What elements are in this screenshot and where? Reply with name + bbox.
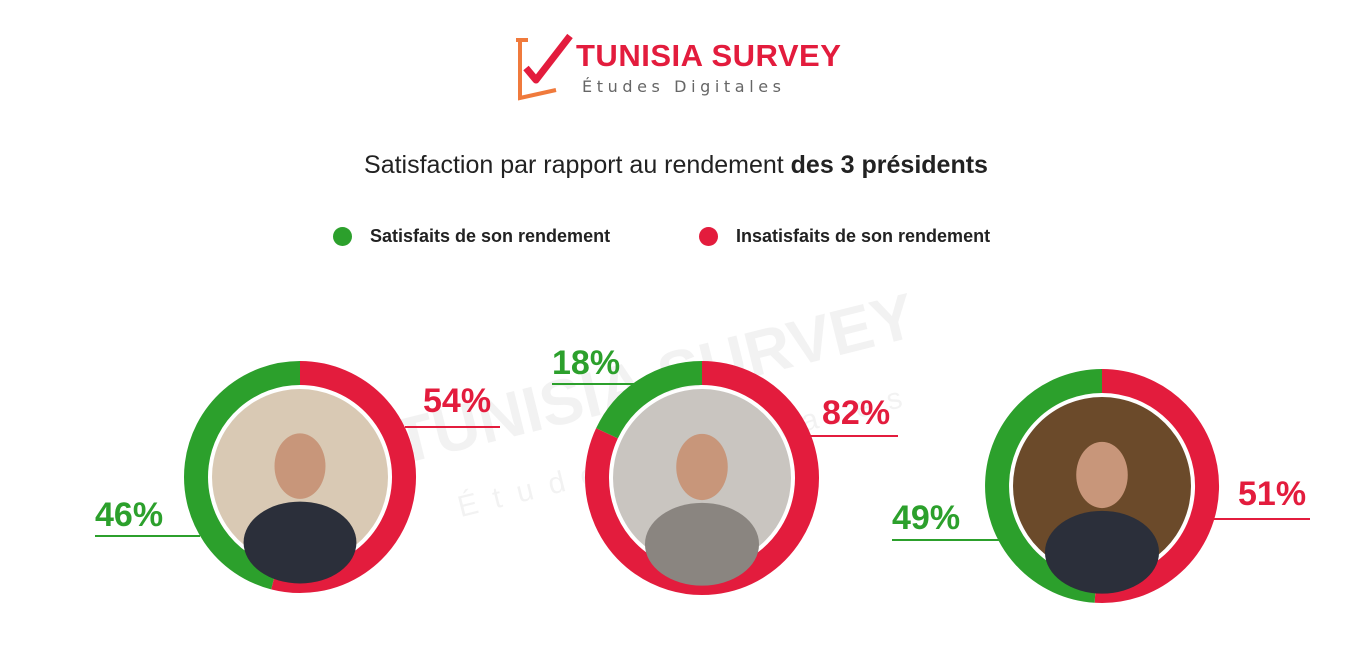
chart-title-bold: des 3 présidents bbox=[790, 151, 988, 179]
slice-unsatisfied bbox=[1094, 369, 1219, 603]
legend-swatch-satisfied bbox=[333, 227, 352, 246]
chart-title: Satisfaction par rapport au rendement de… bbox=[0, 151, 1352, 180]
slice-unsatisfied bbox=[585, 361, 819, 595]
slice-satisfied bbox=[184, 361, 301, 590]
donut-2: 18% 82% bbox=[552, 344, 898, 595]
data-label-unsatisfied: 82% bbox=[822, 394, 890, 432]
brand-logo: TUNISIA SURVEY Études Digitales bbox=[512, 30, 842, 105]
checkmark-logo-icon bbox=[516, 33, 573, 101]
data-label-unsatisfied: 54% bbox=[423, 382, 491, 420]
portrait-shoulders bbox=[243, 501, 357, 584]
data-label-satisfied: 49% bbox=[892, 499, 960, 537]
legend-item-satisfied: Satisfaits de son rendement bbox=[333, 226, 610, 247]
slice-satisfied bbox=[985, 369, 1103, 603]
data-label-unsatisfied: 51% bbox=[1238, 475, 1306, 513]
data-label-satisfied: 46% bbox=[95, 496, 163, 534]
legend-item-unsatisfied: Insatisfaits de son rendement bbox=[699, 226, 990, 247]
chart-title-regular: Satisfaction par rapport au rendement bbox=[364, 151, 791, 179]
slice-satisfied bbox=[596, 361, 703, 439]
portrait-face bbox=[676, 433, 728, 501]
legend-swatch-unsatisfied bbox=[699, 227, 718, 246]
legend-label-unsatisfied: Insatisfaits de son rendement bbox=[736, 226, 991, 246]
logo-tagline: Études Digitales bbox=[582, 77, 786, 96]
donut-3: 49% 51% bbox=[892, 369, 1310, 603]
data-label-satisfied: 18% bbox=[552, 344, 620, 382]
portrait-shoulders bbox=[644, 502, 760, 586]
logo-brand-name: TUNISIA SURVEY bbox=[576, 38, 842, 73]
legend: Satisfaits de son rendement Insatisfaits… bbox=[0, 226, 1352, 252]
portrait-face bbox=[274, 433, 326, 499]
legend-label-satisfied: Satisfaits de son rendement bbox=[370, 226, 611, 246]
portrait-face bbox=[1076, 441, 1128, 509]
donut-1: 46% 54% bbox=[95, 361, 500, 593]
portrait-shoulders bbox=[1044, 510, 1160, 594]
